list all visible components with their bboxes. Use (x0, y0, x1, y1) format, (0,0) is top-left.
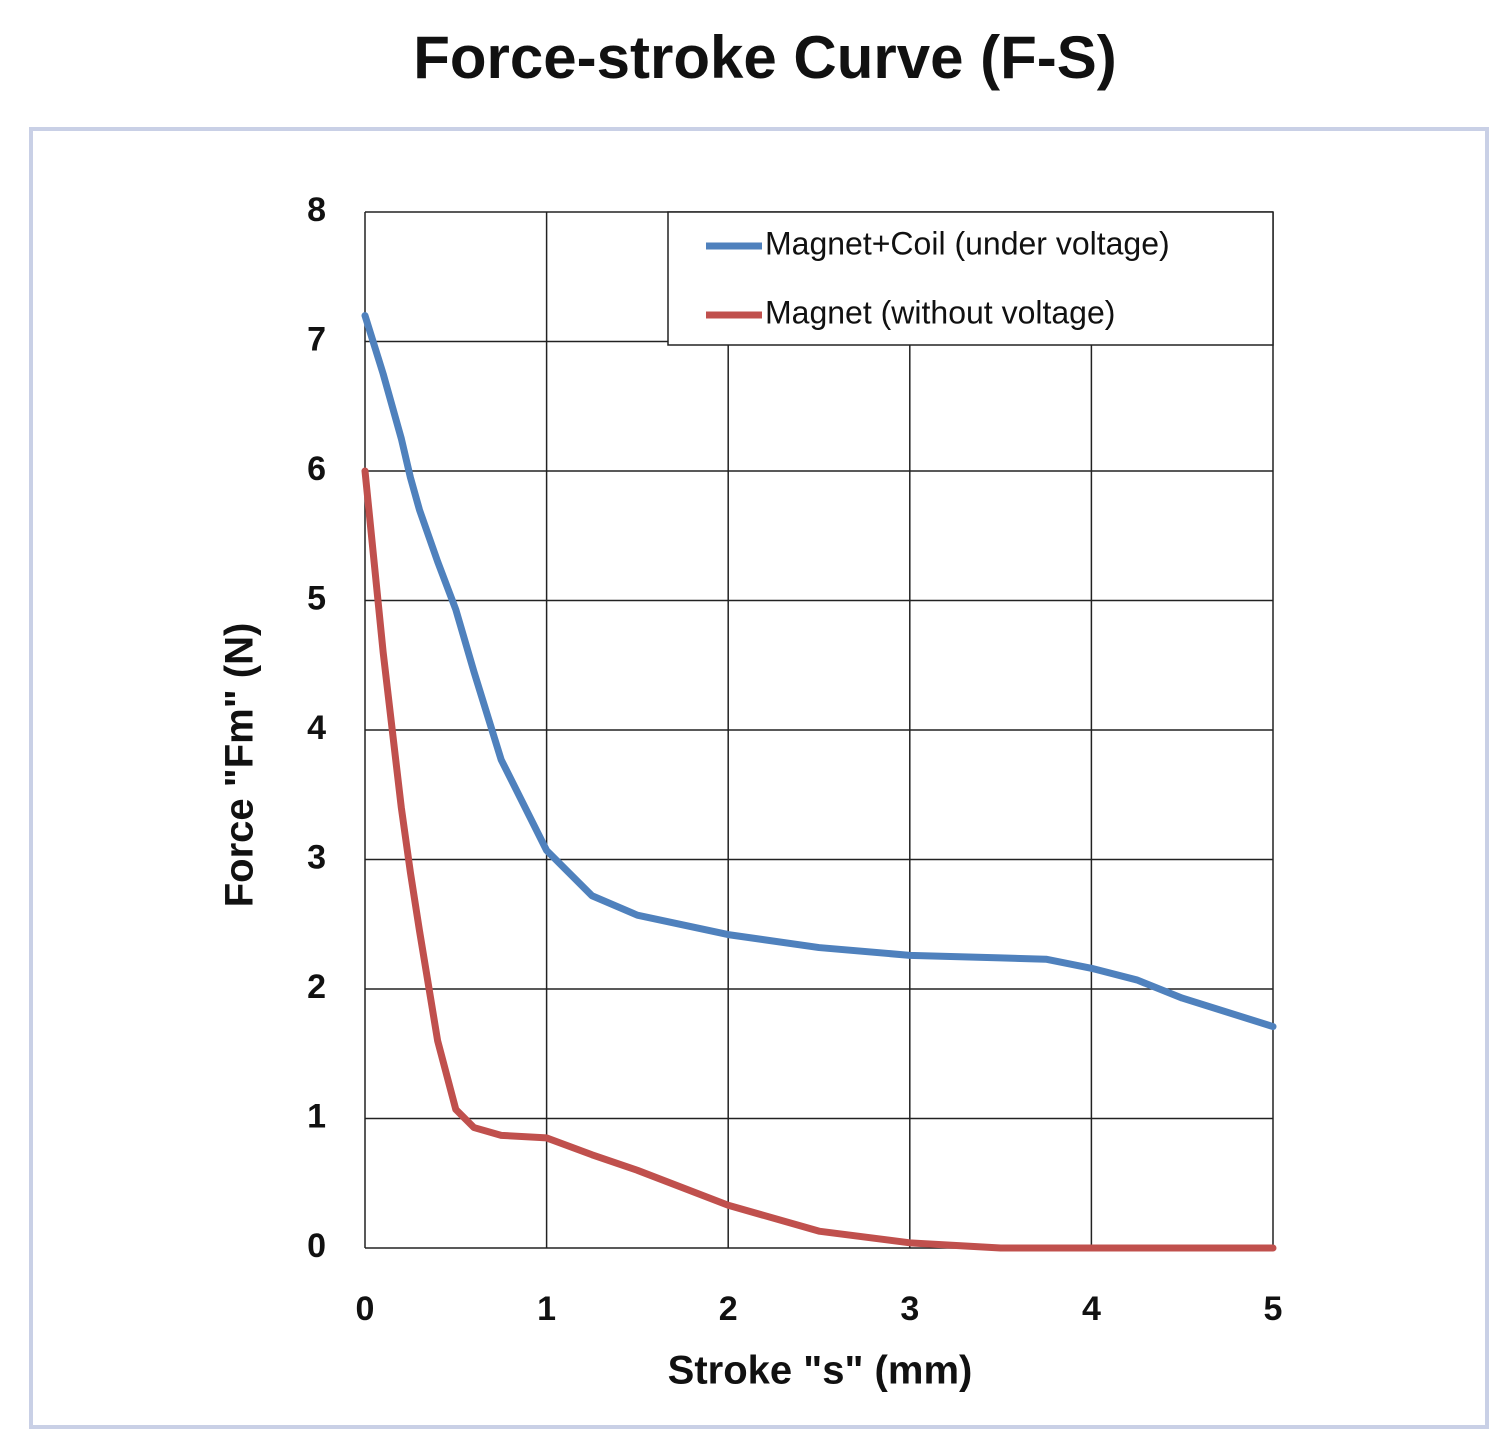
y-tick-label: 5 (307, 579, 326, 617)
series-line (361, 467, 1277, 1252)
x-tick-label: 4 (1082, 1290, 1101, 1328)
legend-label: Magnet (without voltage) (765, 294, 1115, 330)
x-axis-label: Stroke "s" (mm) (668, 1349, 973, 1393)
y-tick-label: 8 (307, 191, 326, 229)
y-axis-label: Force "Fm" (N) (218, 623, 262, 908)
y-tick-label: 1 (307, 1097, 326, 1135)
series-line (361, 312, 1277, 1031)
legend-label: Magnet+Coil (under voltage) (765, 225, 1170, 261)
legend-box (667, 211, 1274, 346)
y-tick-label: 0 (307, 1227, 326, 1265)
y-tick-label: 2 (307, 968, 326, 1006)
x-tick-label: 3 (900, 1290, 919, 1328)
y-tick-label: 3 (307, 838, 326, 876)
y-tick-label: 7 (307, 320, 326, 358)
x-tick-label: 5 (1264, 1290, 1283, 1328)
y-tick-label: 6 (307, 450, 326, 488)
y-tick-label: 4 (307, 709, 326, 747)
x-tick-label: 1 (537, 1290, 556, 1328)
x-tick-label: 0 (356, 1290, 375, 1328)
x-tick-label: 2 (719, 1290, 738, 1328)
chart-title: Force-stroke Curve (F-S) (413, 24, 1116, 91)
